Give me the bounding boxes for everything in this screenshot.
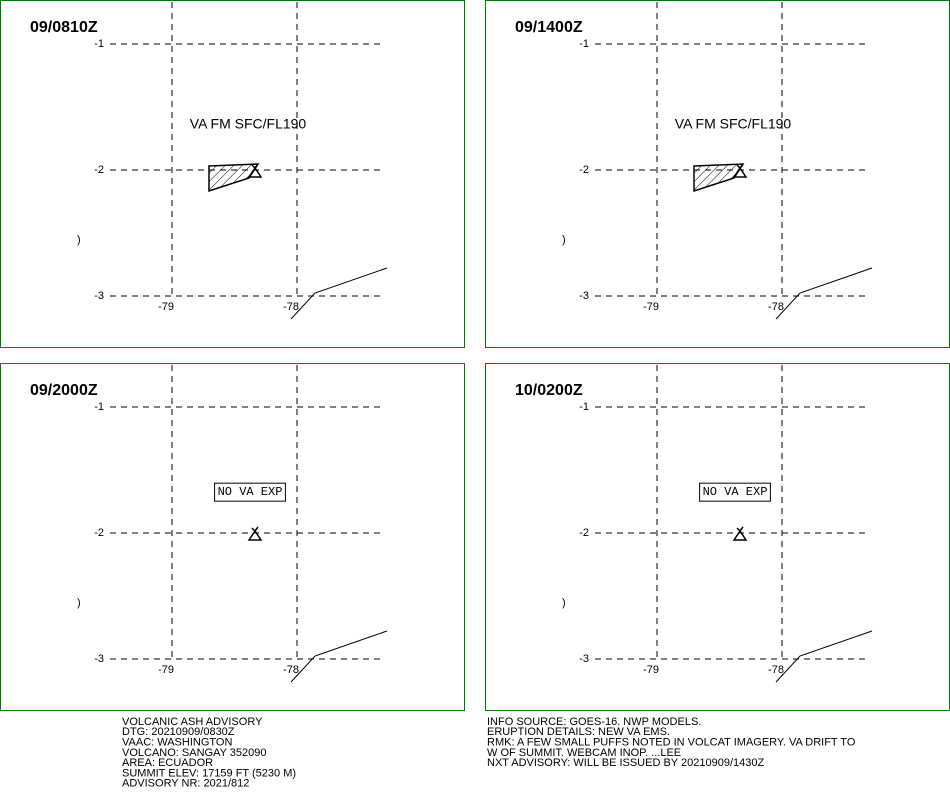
lat-label: -3 [94, 653, 104, 665]
panel-border [0, 363, 465, 711]
label-box [699, 482, 771, 502]
panel-border [485, 363, 950, 711]
panel-time: 09/2000Z [30, 382, 98, 399]
forecast-label: VA FM SFC/FL190 [190, 116, 307, 132]
map-panel: -1 -2 -3 -79 -78) 10/0200Z NO VA EXP [485, 363, 950, 711]
coast-mark: ) [562, 597, 566, 609]
lon-label: -78 [768, 664, 784, 676]
lon-label: -78 [283, 301, 299, 313]
ash-area [208, 163, 260, 193]
footer-left-line: AREA: ECUADOR [122, 757, 213, 769]
coastline [775, 267, 873, 320]
footer-left-line: VAAC: WASHINGTON [122, 737, 232, 749]
volcano-symbol [247, 163, 263, 178]
lon-label: -78 [768, 301, 784, 313]
footer-right-line: NXT ADVISORY: WILL BE ISSUED BY 20210909… [487, 757, 764, 769]
lat-label: -3 [579, 653, 589, 665]
volcano-symbol [247, 526, 263, 541]
forecast-label: NO VA EXP [218, 485, 283, 499]
lat-label: -2 [94, 527, 104, 539]
lat-label: -3 [579, 290, 589, 302]
footer-left-line: ADVISORY NR: 2021/812 [122, 778, 249, 790]
footer-right-line: W OF SUMMIT. WEBCAM INOP. ...LEE [487, 747, 681, 759]
lat-label: -1 [579, 401, 589, 413]
forecast-label: NO VA EXP [703, 485, 768, 499]
map-panel: -1 -2 -3 -79 -78) 09/1400Z VA FM SFC/FL190 [485, 0, 950, 348]
forecast-label: VA FM SFC/FL190 [675, 116, 792, 132]
coastline [290, 630, 388, 683]
footer-left-line: VOLCANIC ASH ADVISORY [122, 716, 263, 728]
panel-border [0, 0, 465, 348]
coast-mark: ) [77, 234, 81, 246]
map-panel: -1 -2 -3 -79 -78) 09/2000Z NO VA EXP [0, 363, 465, 711]
lon-label: -79 [158, 664, 174, 676]
panel-time: 09/0810Z [30, 19, 98, 36]
footer-right-line: RMK: A FEW SMALL PUFFS NOTED IN VOLCAT I… [487, 737, 856, 749]
lat-label: -2 [94, 164, 104, 176]
coastline [290, 267, 388, 320]
label-box [214, 482, 286, 502]
ash-area [693, 163, 745, 193]
lat-label: -1 [579, 38, 589, 50]
coast-mark: ) [562, 234, 566, 246]
footer-left-line: SUMMIT ELEV: 17159 FT (5230 M) [122, 767, 296, 779]
lon-label: -79 [158, 301, 174, 313]
lon-label: -79 [643, 664, 659, 676]
footer-right-line: ERUPTION DETAILS: NEW VA EMS. [487, 726, 670, 738]
footer-right-line: INFO SOURCE: GOES-16. NWP MODELS. [487, 716, 701, 728]
lat-label: -2 [579, 527, 589, 539]
volcano-symbol [732, 163, 748, 178]
footer-left-line: DTG: 20210909/0830Z [122, 726, 235, 738]
map-panel: -1 -2 -3 -79 -78) 09/0810Z VA FM SFC/FL190 [0, 0, 465, 348]
lat-label: -1 [94, 38, 104, 50]
panel-time: 10/0200Z [515, 382, 583, 399]
lat-label: -1 [94, 401, 104, 413]
lon-label: -78 [283, 664, 299, 676]
coastline [775, 630, 873, 683]
lat-label: -3 [94, 290, 104, 302]
volcano-symbol [732, 526, 748, 541]
panel-time: 09/1400Z [515, 19, 583, 36]
coast-mark: ) [77, 597, 81, 609]
footer-left-line: VOLCANO: SANGAY 352090 [122, 747, 267, 759]
lat-label: -2 [579, 164, 589, 176]
lon-label: -79 [643, 301, 659, 313]
